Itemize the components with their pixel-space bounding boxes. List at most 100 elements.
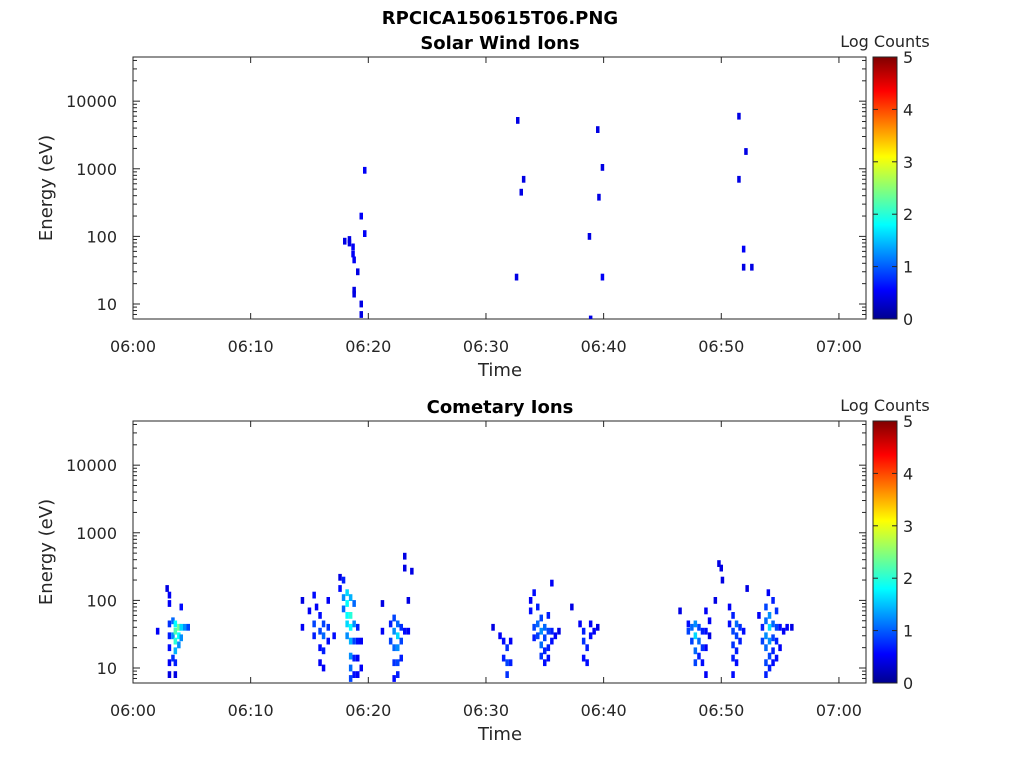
heatmap-cell <box>741 263 746 271</box>
heatmap-cell <box>345 612 349 619</box>
heatmap-cell <box>727 603 732 611</box>
heatmap-cell <box>737 112 741 120</box>
heatmap-cell <box>392 659 396 667</box>
heatmap-cell <box>345 600 349 607</box>
heatmap-cell <box>171 617 175 625</box>
heatmap-cell <box>348 652 353 660</box>
heatmap-cell <box>570 603 574 611</box>
heatmap-cell <box>767 623 772 631</box>
x-axis: 06:00 06:10 06:20 06:30 06:40 06:50 07:00 <box>110 421 862 720</box>
heatmap-cell <box>396 644 400 652</box>
heatmap-cell <box>700 644 705 652</box>
x-tick-label: 06:00 <box>110 337 156 356</box>
heatmap-cell <box>321 647 326 655</box>
heatmap-cell <box>363 230 367 237</box>
heatmap-cell <box>352 290 356 298</box>
heatmap-cell <box>532 634 536 642</box>
heatmap-cell <box>326 623 330 631</box>
heatmap-cell <box>585 659 589 667</box>
heatmap-cell <box>693 620 698 628</box>
x-axis-label: Time <box>477 360 522 381</box>
colorbar-tick-label: 3 <box>903 153 913 172</box>
y-tick-label: 1000 <box>76 524 117 543</box>
heatmap-cell <box>392 644 396 652</box>
heatmap-cell <box>543 659 547 667</box>
heatmap-cell <box>600 164 605 171</box>
heatmap-cell <box>356 654 360 662</box>
panel-title: Solar Wind Ions <box>420 33 579 54</box>
colorbar-tick-label: 5 <box>903 412 913 431</box>
heatmap-cell <box>380 600 385 607</box>
heatmap-cell <box>505 644 509 652</box>
heatmap-cell <box>399 654 403 662</box>
heatmap-cell <box>543 647 547 655</box>
heatmap-cell <box>348 594 353 601</box>
heatmap-cell <box>741 245 746 253</box>
heatmap-cell <box>399 623 403 631</box>
colorbar-tick-label: 2 <box>903 569 913 588</box>
heatmap-cell <box>177 641 181 649</box>
colorbar-tick-label: 1 <box>903 258 913 277</box>
heatmap-cell <box>778 644 782 652</box>
colorbar-tick-label: 3 <box>903 517 913 536</box>
heatmap-cell <box>352 654 356 662</box>
heatmap-cell <box>171 632 175 640</box>
heatmap-cell <box>771 620 775 628</box>
heatmap-cell <box>693 659 698 667</box>
heatmap-cell <box>774 623 779 631</box>
heatmap-cell <box>186 623 190 631</box>
heatmap-cell <box>167 671 172 678</box>
heatmap-cell <box>550 627 554 635</box>
heatmap-cell <box>521 175 526 183</box>
heatmap-cell <box>173 620 178 628</box>
heatmap-cell <box>557 627 561 635</box>
heatmap-cell <box>321 620 326 628</box>
heatmap-cell <box>731 612 735 619</box>
heatmap-cells <box>155 552 794 682</box>
x-tick-label: 06:50 <box>698 701 744 720</box>
heatmap-cell <box>179 603 183 611</box>
heatmap-cell <box>738 637 742 645</box>
heatmap-cell <box>399 637 403 645</box>
colorbar-tick-label: 5 <box>903 48 913 67</box>
heatmap-cell <box>546 627 551 635</box>
heatmap-cell <box>318 644 322 652</box>
heatmap-cell <box>348 664 353 672</box>
heatmap-cell <box>790 623 794 631</box>
heatmap-cell <box>704 644 708 652</box>
heatmap-cell <box>356 671 360 678</box>
x-tick-label: 06:50 <box>698 337 744 356</box>
heatmap-cell <box>741 627 746 635</box>
heatmap-cell <box>767 652 772 660</box>
y-tick-label: 100 <box>86 227 117 246</box>
heatmap-cell <box>717 560 721 567</box>
heatmap-cell <box>771 647 775 655</box>
heatmap-cell <box>785 623 789 631</box>
heatmap-cell <box>403 627 407 635</box>
heatmap-cell <box>396 632 400 640</box>
heatmap-cell <box>750 263 754 271</box>
heatmap-cell <box>528 597 533 604</box>
heatmap-cell <box>396 659 400 667</box>
heatmap-cell <box>578 620 582 628</box>
heatmap-cell <box>734 620 739 628</box>
heatmap-cell <box>731 671 735 678</box>
heatmap-cell <box>171 654 175 662</box>
heatmap-cell <box>539 652 543 660</box>
x-tick-label: 06:30 <box>463 701 509 720</box>
heatmap-cell <box>403 552 407 560</box>
heatmap-cell <box>774 637 779 645</box>
heatmap-cell <box>347 236 352 243</box>
heatmap-cell <box>734 647 739 655</box>
heatmap-cell <box>766 589 771 597</box>
heatmap-cell <box>704 607 708 615</box>
heatmap-cell <box>351 243 355 251</box>
heatmap-cell <box>359 212 363 220</box>
heatmap-cell <box>341 605 346 613</box>
heatmap-cell <box>700 659 705 667</box>
heatmap-cell <box>546 612 551 619</box>
heatmap-cell <box>341 594 346 601</box>
panel-title: Cometary Ions <box>427 397 574 418</box>
